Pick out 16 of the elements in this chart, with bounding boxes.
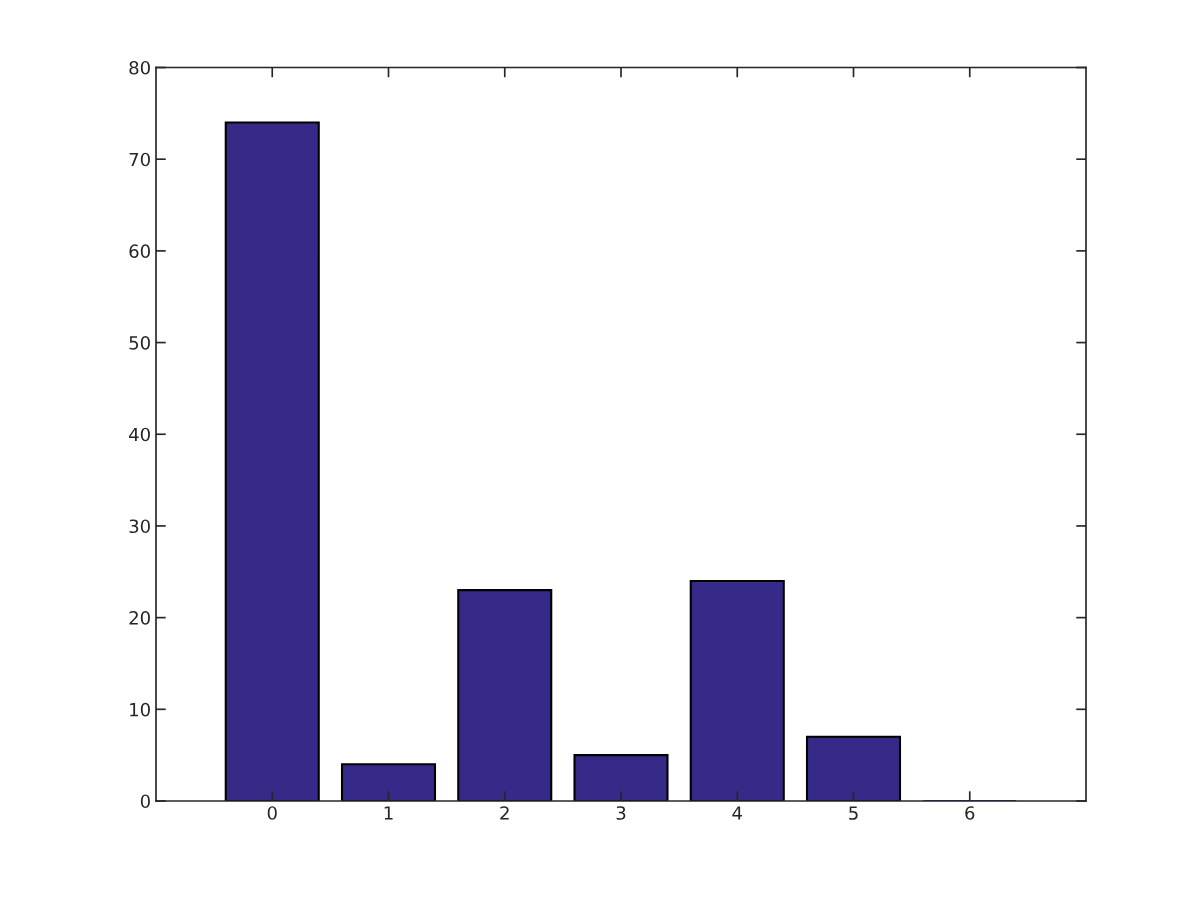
x-tick-label: 5: [849, 806, 858, 820]
y-tick-label: 60: [129, 244, 150, 258]
x-tick-label: 0: [267, 806, 277, 820]
y-tick-label: 20: [129, 611, 150, 625]
x-tick-label: 3: [616, 806, 626, 820]
y-tick-label: 0: [140, 794, 150, 809]
y-tick-label: 30: [129, 519, 150, 534]
x-tick-label: 6: [965, 806, 975, 820]
x-tick-label: 1: [384, 806, 393, 820]
y-tick-label: 80: [129, 60, 150, 75]
y-tick-label: 10: [130, 702, 150, 717]
x-tick-label: 4: [732, 806, 742, 820]
x-tick-label: 2: [500, 806, 509, 820]
y-tick-label: 40: [129, 427, 150, 442]
y-tick-label: 70: [129, 152, 150, 167]
y-tick-label: 50: [129, 336, 150, 350]
